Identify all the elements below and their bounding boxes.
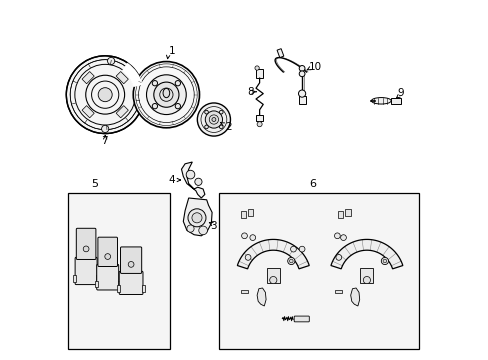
Text: 4: 4 (168, 175, 175, 185)
Text: 9: 9 (397, 88, 404, 98)
FancyBboxPatch shape (76, 228, 96, 260)
Circle shape (104, 254, 110, 260)
Polygon shape (266, 268, 279, 283)
Bar (335, 290, 342, 293)
Circle shape (257, 122, 262, 127)
FancyBboxPatch shape (75, 257, 97, 285)
Polygon shape (257, 288, 265, 306)
Circle shape (334, 233, 340, 239)
Circle shape (83, 246, 89, 252)
FancyBboxPatch shape (120, 247, 142, 274)
Circle shape (175, 104, 180, 109)
Circle shape (154, 82, 179, 107)
Bar (73, 275, 76, 282)
Wedge shape (122, 63, 142, 87)
Circle shape (192, 213, 202, 223)
Text: 10: 10 (308, 62, 322, 72)
Bar (116, 72, 128, 84)
Bar (345, 209, 350, 216)
Bar (116, 105, 128, 118)
Circle shape (146, 75, 186, 114)
Circle shape (287, 257, 294, 265)
Bar (117, 281, 120, 287)
Circle shape (241, 233, 247, 239)
Polygon shape (330, 239, 402, 269)
Circle shape (211, 117, 215, 122)
Circle shape (290, 246, 296, 252)
Circle shape (102, 125, 108, 132)
Circle shape (244, 255, 250, 260)
Circle shape (299, 246, 305, 252)
Circle shape (382, 259, 386, 263)
Bar (142, 285, 144, 292)
Text: 7: 7 (101, 136, 107, 147)
Bar (277, 49, 283, 58)
Polygon shape (237, 239, 308, 269)
Circle shape (194, 178, 202, 185)
Circle shape (133, 62, 199, 128)
Circle shape (298, 90, 305, 97)
Circle shape (199, 226, 207, 235)
Circle shape (340, 235, 346, 240)
Circle shape (186, 225, 194, 232)
Text: 3: 3 (210, 221, 217, 231)
Bar (241, 211, 246, 218)
Circle shape (186, 170, 194, 179)
Circle shape (219, 125, 223, 129)
Bar (96, 275, 99, 282)
Circle shape (128, 261, 134, 267)
Polygon shape (350, 288, 359, 306)
Polygon shape (181, 162, 204, 198)
Bar (337, 211, 343, 218)
Bar (82, 72, 94, 84)
Circle shape (98, 88, 112, 102)
Circle shape (249, 235, 255, 240)
Bar (219, 193, 418, 349)
Circle shape (381, 257, 387, 265)
Circle shape (363, 276, 370, 284)
Bar (82, 105, 94, 118)
Bar (117, 285, 120, 292)
Bar (390, 98, 400, 104)
Text: 5: 5 (91, 179, 99, 189)
Circle shape (254, 66, 259, 70)
Circle shape (269, 276, 276, 284)
Circle shape (66, 56, 144, 134)
Circle shape (204, 125, 208, 129)
Ellipse shape (163, 89, 169, 98)
Bar (68, 193, 170, 349)
Circle shape (204, 110, 208, 114)
Polygon shape (183, 198, 212, 236)
Circle shape (152, 81, 157, 86)
Bar (247, 209, 253, 216)
Circle shape (219, 110, 223, 114)
Text: 2: 2 (224, 122, 231, 132)
Circle shape (335, 255, 341, 260)
Circle shape (107, 57, 115, 64)
Bar (256, 115, 263, 121)
Circle shape (197, 103, 230, 136)
Text: 6: 6 (309, 179, 316, 189)
Circle shape (299, 71, 305, 77)
FancyBboxPatch shape (97, 264, 119, 290)
Circle shape (175, 81, 180, 86)
Circle shape (187, 209, 205, 227)
Bar (241, 290, 247, 293)
FancyBboxPatch shape (119, 271, 142, 294)
Text: 8: 8 (247, 87, 254, 97)
Bar (298, 96, 305, 104)
Circle shape (299, 66, 305, 71)
Bar (256, 69, 263, 78)
Circle shape (205, 111, 222, 128)
Polygon shape (360, 268, 373, 283)
FancyBboxPatch shape (98, 237, 117, 266)
Circle shape (152, 104, 157, 109)
FancyBboxPatch shape (294, 316, 309, 322)
Circle shape (289, 259, 292, 263)
Ellipse shape (371, 98, 390, 104)
Bar (95, 281, 98, 287)
Text: 1: 1 (168, 46, 175, 56)
